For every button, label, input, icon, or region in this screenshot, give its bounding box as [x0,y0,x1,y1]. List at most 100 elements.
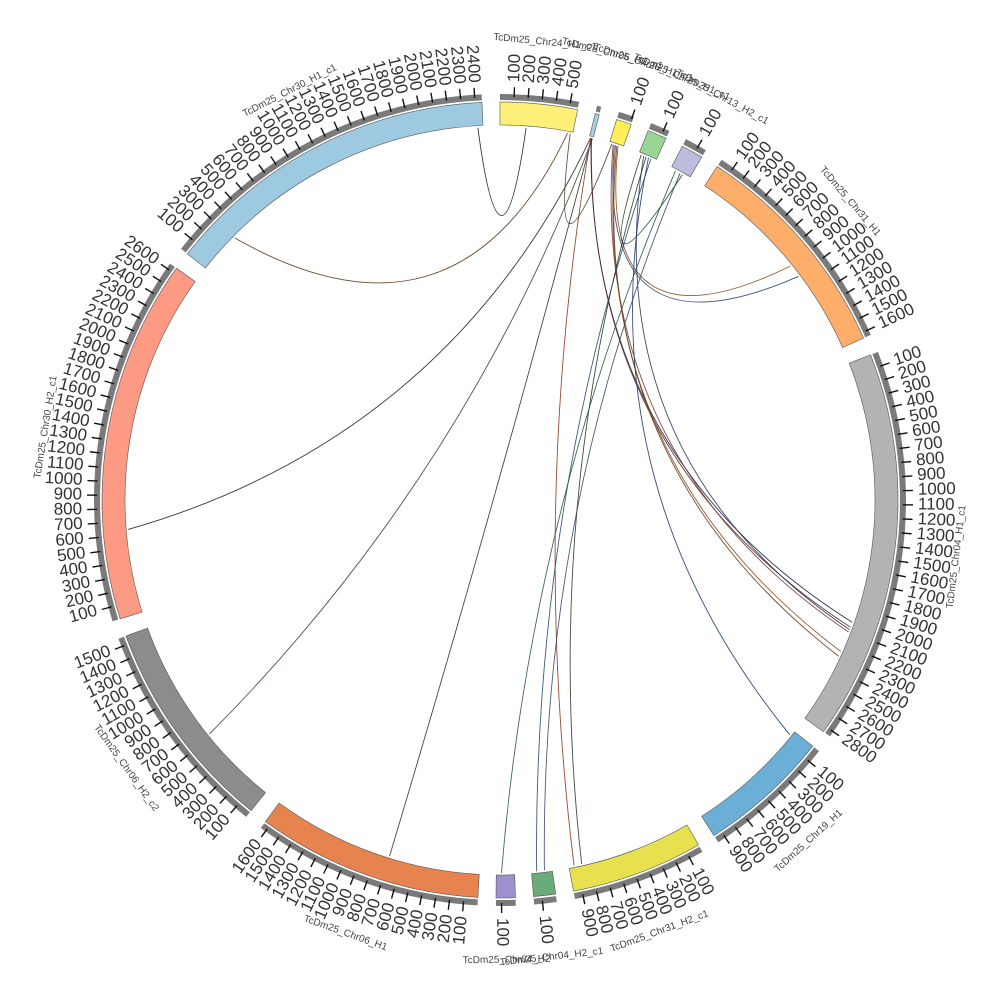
tick-mark [444,90,448,101]
tick-mark [894,417,906,422]
tick-mark [623,883,628,894]
tick-band [495,899,516,906]
tick-mark [193,221,203,230]
tick-mark [778,790,787,799]
tick-mark [132,683,142,690]
tick-mark [609,887,614,898]
tick-label: 100 [493,918,512,946]
tick-mark [179,754,189,762]
chromosome-name: TcDm25_Chr04_H2 [463,954,551,966]
chromosome-ideogram[interactable] [671,145,703,178]
chromosome-ideogram[interactable] [495,874,516,899]
tick-mark [91,436,102,440]
tick-mark [527,87,530,99]
chromosome-ideogram[interactable] [499,101,578,133]
tick-mark [845,287,856,295]
tick-mark [734,826,742,836]
chromosome-ideogram[interactable] [186,102,484,269]
tick-mark [830,263,840,271]
tick-mark [246,172,254,182]
chromosome-tcdm25-chr04-h1-c1[interactable]: 1002003004005006007008009001000110012001… [804,342,956,767]
tick-mark [649,873,655,884]
tick-mark [838,717,848,725]
chromosome-tcdm25-chr31-h1[interactable]: 1002003004005006007008009001000110012001… [704,129,918,348]
tick-mark [473,87,476,98]
tick-label: 100 [449,915,470,945]
chromosome-tcdm25-chr04-h2-c1[interactable]: 100 [531,870,558,945]
tick-mark [845,705,856,713]
tick-mark [888,389,899,394]
tick-mark [416,95,420,106]
tick-mark [764,188,773,197]
chromosome-tcdm25-chr06-h1[interactable]: 1002003004005006007008009001000110012001… [228,802,480,945]
links-layer [128,127,853,874]
tick-mark [203,211,212,220]
tick-mark [184,232,193,241]
tick-mark [170,743,180,751]
tick-band [533,896,557,905]
tick-mark [794,218,804,227]
chromosome-ideogram[interactable] [568,824,699,892]
chromosome-tcdm25-chr13-h2-c1[interactable]: 100 [671,105,726,178]
tick-mark [895,574,906,578]
tick-mark [662,122,668,132]
chromosome-ideogram[interactable] [639,130,667,160]
link-tcdm25-chr06-h2-c1-to-tcdm25-chr06-h2-c2 [209,138,593,735]
tick-label: 100 [695,105,725,139]
chromosome-ideogram[interactable] [265,802,480,898]
tick-band [93,263,175,622]
chromosome-ideogram[interactable] [701,731,814,837]
link-tcdm25-chr26-h1-c1-to-tcdm25-chr04-h1-c1 [612,145,842,652]
tick-mark [419,895,423,906]
tick-label: 100 [659,88,688,122]
link-tcdm25-chr24-h1-c1-to-tcdm25-chr30-h1-c1 [477,127,527,216]
tick-band [715,747,820,843]
link-tcdm25-chr25-h1-c1-to-tcdm25-chr31-h2-c1 [569,156,647,864]
link-tcdm25-chr06-h2-c1-to-tcdm25-chr31-h2-c1 [554,138,592,866]
chromosome-tcdm25-chr06-h2-c2[interactable]: 1002003004005006007008009001000110012001… [71,627,266,844]
tick-mark [865,326,876,332]
chromosome-ideogram[interactable] [704,166,864,348]
tick-mark [830,729,840,737]
chromosome-tcdm25-chr04-h2[interactable]: 100 [493,874,516,947]
tick-mark [447,899,451,910]
chromosome-ideogram[interactable] [531,870,557,897]
tick-mark [901,460,912,464]
tick-mark [213,201,222,210]
tick-band [683,139,706,156]
chromosome-tcdm25-chr30-h2-c1[interactable]: 1002003004005006007008009001000110012001… [44,231,196,627]
tick-label: 200 [434,913,456,944]
tick-label: 300 [418,911,441,942]
chromosome-ideogram[interactable] [589,113,600,138]
tick-mark [100,394,111,399]
tick-mark [891,403,902,408]
tick-mark [879,362,890,367]
tick-mark [757,809,765,819]
chromosome-ideogram[interactable] [101,267,196,620]
tick-mark [807,759,816,768]
tick-label: 900 [54,484,83,503]
chromosome-tcdm25-chr06-h2-c1[interactable] [589,105,602,138]
tick-mark [859,680,870,687]
tick-mark [258,164,266,174]
tick-mark [401,98,406,109]
chromosome-ideogram[interactable] [125,627,266,812]
tick-mark [118,339,129,345]
tick-mark [113,352,124,358]
link-tcdm25-chr13-h2-c1-to-tcdm25-chr04-h2-c1 [543,173,681,871]
tick-mark [897,432,908,436]
tick-mark [785,208,794,217]
tick-mark [884,375,895,381]
chromosome-ideogram[interactable] [609,119,632,147]
tick-mark [889,601,900,606]
tick-mark [90,550,101,554]
tick-mark [387,102,392,113]
tick-label: 1000 [44,468,83,489]
chromosome-tcdm25-chr30-h1-c1[interactable]: 1002003004005006007008009001000110012001… [154,44,485,269]
tick-mark [87,522,98,525]
chromosome-ideogram[interactable] [804,354,899,733]
